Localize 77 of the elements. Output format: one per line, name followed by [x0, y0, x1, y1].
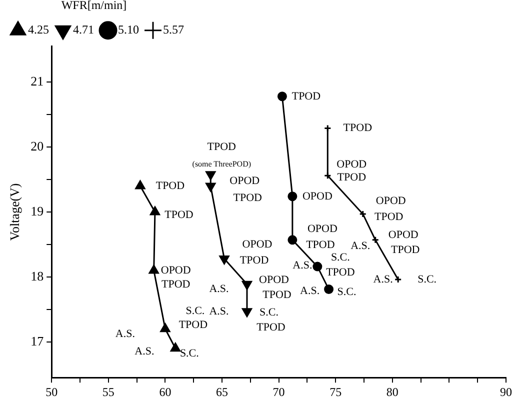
point — [312, 262, 322, 272]
legend-label: 4.71 — [73, 22, 94, 37]
point — [359, 210, 367, 218]
point — [150, 206, 160, 216]
point — [242, 308, 252, 318]
point — [170, 342, 181, 352]
point — [160, 323, 170, 332]
annotation: OPOD — [302, 190, 332, 202]
annotation: TPOD — [326, 266, 355, 278]
x-tick-label: 55 — [102, 384, 114, 399]
annotation: OPOD — [259, 274, 290, 286]
annotation: OPOD — [242, 238, 272, 251]
y-tick-label: 18 — [30, 268, 44, 284]
y-tick-label: 19 — [30, 203, 44, 218]
point — [372, 236, 380, 244]
annotation: TPOD — [306, 238, 335, 251]
annotation: OPOD — [388, 228, 418, 241]
annotation: TPOD — [178, 318, 208, 331]
point — [135, 180, 146, 190]
annotation: OPOD — [307, 222, 338, 235]
annotation: TPOD — [233, 192, 262, 204]
point — [288, 192, 298, 202]
annotation: OPOD — [230, 174, 260, 187]
annotation: OPOD — [160, 264, 191, 276]
annotation: A.S. — [209, 305, 230, 318]
x-tick-label: 65 — [216, 384, 228, 399]
y-tick-label: 21 — [30, 74, 44, 89]
annotation: TPOD — [161, 278, 190, 290]
x-tick-label: 70 — [272, 384, 285, 399]
annotation: A.S. — [209, 282, 230, 295]
annotation: TPOD — [164, 208, 194, 221]
annotation: TPOD — [207, 141, 236, 154]
annotation: TPOD — [374, 210, 404, 223]
annotation: TPOD — [262, 288, 292, 301]
x-tick-label: 60 — [159, 384, 172, 399]
annotation: TPOD — [337, 172, 366, 184]
y-axis-title: Voltage(V) — [7, 183, 22, 241]
annotation: A.S. — [292, 259, 312, 272]
annotation: OPOD — [376, 194, 406, 207]
annotation: TPOD — [390, 244, 420, 256]
x-tick-label: 75 — [330, 384, 342, 399]
x-tick-label: 90 — [500, 384, 512, 399]
annotation: A.S. — [300, 285, 320, 298]
annotation: TPOD — [240, 254, 269, 267]
annotation: A.S. — [373, 273, 394, 286]
point — [288, 235, 298, 245]
point — [324, 172, 332, 180]
annotation: S.C. — [330, 251, 350, 264]
y-tick-label: 17 — [30, 333, 44, 348]
legend-title: WFR[m/min] — [61, 0, 127, 12]
point — [242, 280, 252, 290]
annotation: TPOD — [256, 321, 286, 334]
point — [277, 92, 287, 102]
annotation: A.S. — [134, 345, 154, 358]
point — [206, 182, 216, 192]
annotation: S.C. — [418, 273, 437, 286]
annotation: A.S. — [115, 328, 136, 340]
annotation: A.S. — [350, 240, 370, 252]
annotation: S.C. — [337, 286, 357, 298]
annotation: TPOD — [292, 90, 321, 102]
annotation: S.C. — [260, 306, 279, 318]
x-tick-label: 50 — [46, 384, 58, 399]
point — [148, 264, 159, 274]
annotation: (some ThreePOD) — [192, 159, 252, 168]
legend-label: 5.10 — [118, 22, 139, 37]
annotation: S.C. — [180, 347, 200, 360]
annotation: TPOD — [156, 180, 185, 192]
legend-label: 5.57 — [163, 22, 184, 37]
point — [219, 256, 230, 265]
point — [206, 171, 216, 180]
legend-label: 4.25 — [28, 22, 49, 37]
y-tick-label: 20 — [30, 138, 44, 154]
annotation: OPOD — [336, 158, 367, 171]
x-tick-label: 80 — [386, 384, 398, 399]
annotation: S.C. — [186, 304, 205, 317]
point — [324, 284, 334, 294]
annotation: TPOD — [343, 122, 372, 134]
